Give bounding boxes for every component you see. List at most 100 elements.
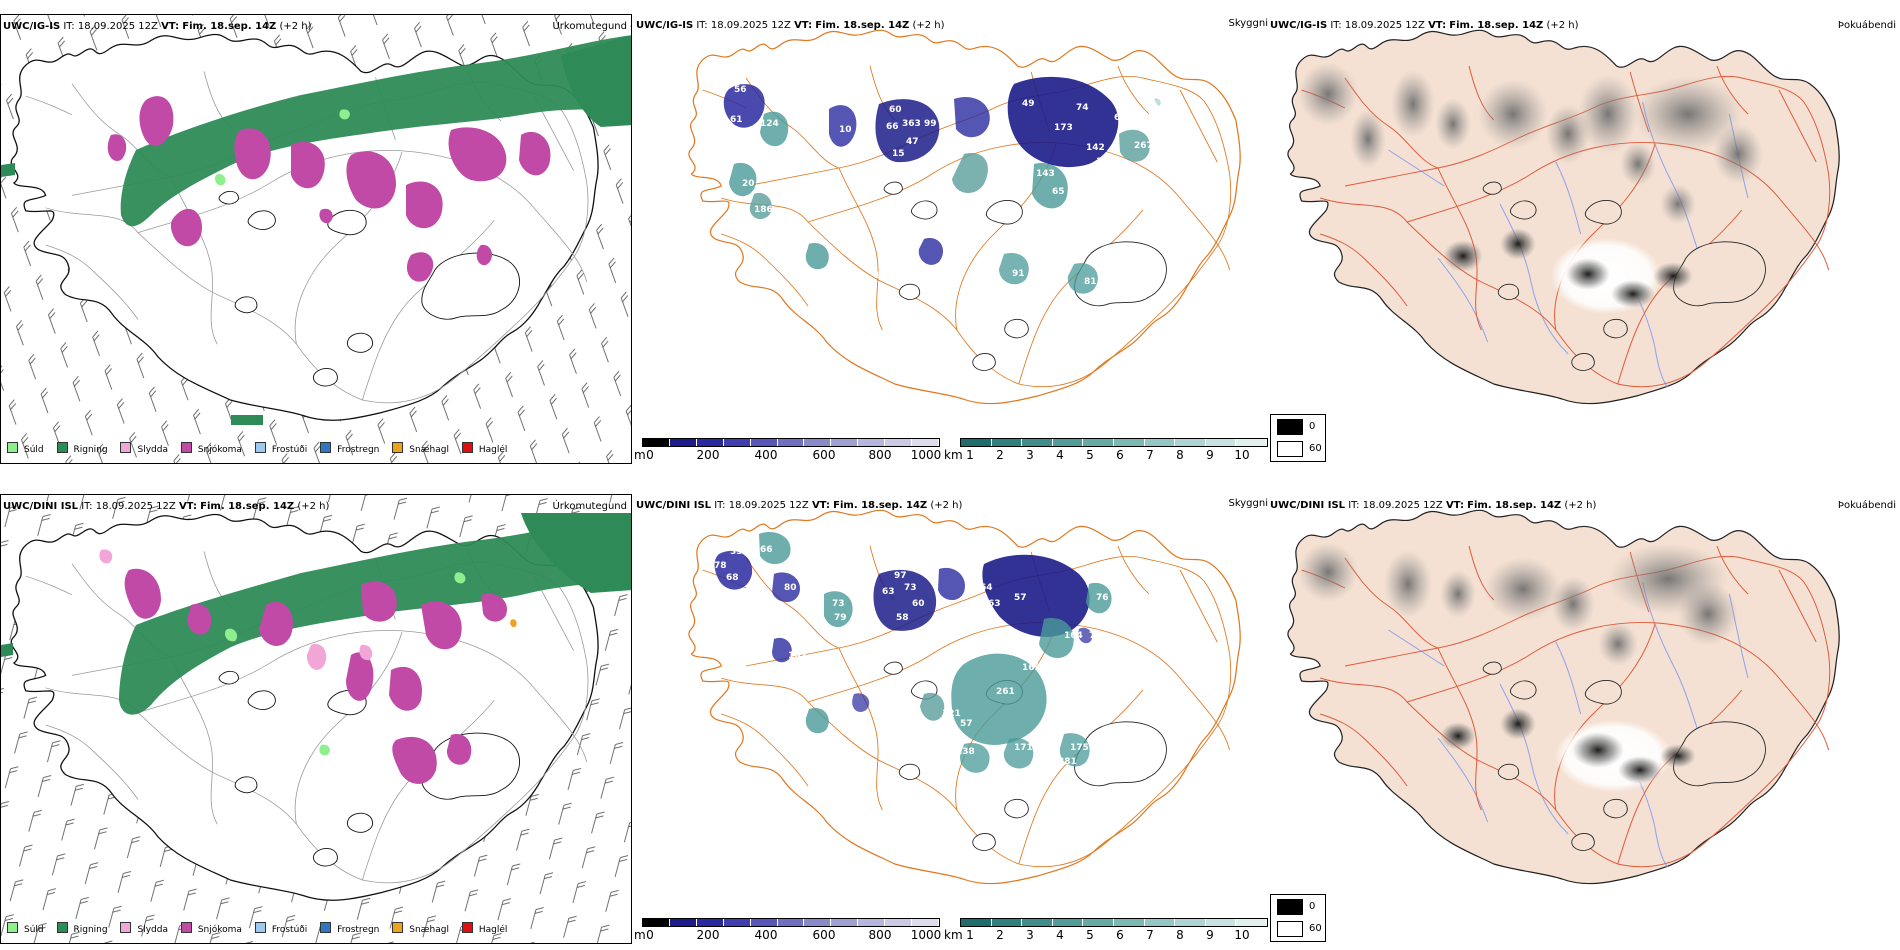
colorbar-step: [831, 439, 859, 446]
vt-value: Fim. 18.sep. 14Z: [182, 21, 277, 32]
colorbar-tick: 6: [1116, 928, 1124, 942]
precip-type-map: [1, 15, 631, 463]
colorbar-step: [1144, 439, 1176, 446]
colorbar-step: [1022, 919, 1053, 926]
colorbar-tick: 600: [812, 448, 836, 462]
panel-header: UWC/IG-IS IT: 18.09.2025 12Z VT: Fim. 18…: [636, 20, 945, 31]
map-value-label: 68: [726, 573, 739, 583]
colorbar-tick: 3: [1026, 928, 1034, 942]
legend-item-sleet: Slydda: [120, 922, 168, 935]
colorbar-step: [723, 919, 751, 926]
colorbar-step: [1175, 439, 1206, 446]
map-value-label: 79: [1089, 631, 1102, 641]
map-value-label: 186: [754, 205, 773, 215]
map-value-label: 10: [839, 125, 852, 135]
colorbar-tick: 400: [754, 928, 778, 942]
legend-item-rain: Rigning: [56, 922, 108, 935]
colorbar-step: [831, 919, 859, 926]
map-value-label: 121: [944, 247, 963, 257]
precip-type-map: [1, 495, 631, 943]
panel-title: Úrkomutegund: [552, 21, 627, 32]
it-value: 18.09.2025 12Z: [710, 20, 791, 31]
colorbar-tick: 5: [1086, 928, 1094, 942]
map-value-label: 65: [932, 95, 945, 105]
model-name: UWC/IG-IS: [1270, 20, 1328, 31]
legend-label: Haglél: [478, 925, 508, 935]
panel-title: Skyggni: [1228, 18, 1268, 29]
vt-value: Fim. 18.sep. 14Z: [815, 20, 910, 31]
fog-index-legend: 0 60: [1270, 894, 1326, 942]
colorbar-swatches: [960, 438, 1268, 447]
fog-index-panel-igis: UWC/IG-IS IT: 18.09.2025 12Z VT: Fim. 18…: [1268, 14, 1900, 464]
map-value-label: 267: [1134, 141, 1153, 151]
colorbar-tick: 7: [1146, 928, 1154, 942]
map-value-label: 84: [862, 125, 875, 135]
swatch: [320, 922, 332, 933]
map-value-label: 138: [956, 747, 975, 757]
colorbar-step: [991, 919, 1023, 926]
legend-item-sleet: Slydda: [120, 442, 168, 455]
colorbar-tick: 10: [1234, 448, 1250, 462]
map-value-label: 189: [1096, 157, 1115, 167]
colorbar-tick: 2: [996, 448, 1004, 462]
colorbar-step: [885, 439, 913, 446]
colorbar-tick: 2: [996, 928, 1004, 942]
offset: (+2 h): [912, 20, 945, 31]
colorbar-swatches: [642, 918, 940, 927]
it-label: IT:: [714, 500, 726, 511]
swatch: [461, 442, 473, 453]
fog-index-legend: 0 60: [1270, 414, 1326, 462]
map-value-label: 121: [942, 709, 961, 719]
visibility-map: 33 66 78 68 80 97 73 63 60 58 64 63 57 1…: [688, 509, 1241, 885]
legend-item-hail: Haglél: [461, 922, 508, 935]
legend-item-freezing-rain: Frostregn: [320, 442, 379, 455]
swatch: [254, 442, 266, 453]
panel-header: UWC/DINI ISL IT: 18.09.2025 12Z VT: Fim.…: [3, 501, 329, 512]
legend-item-freezing-drizzle: Frostúði: [254, 442, 307, 455]
swatch: [392, 922, 404, 933]
snow-areas: [124, 568, 507, 784]
cloud-base-labels: 33 66 78 68 80 97 73 63 60 58 64 63 57 1…: [714, 545, 1109, 767]
vt-value: Fim. 18.sep. 14Z: [1449, 20, 1544, 31]
panel-header: UWC/DINI ISL IT: 18.09.2025 12Z VT: Fim.…: [1270, 500, 1596, 511]
map-value-label: 64: [980, 583, 993, 593]
swatch: [461, 922, 473, 933]
model-name: UWC/IG-IS: [636, 20, 694, 31]
colorbar-tick: 8: [1176, 448, 1184, 462]
colorbar-step: [858, 919, 886, 926]
legend-item-graupel: Snæhagl: [392, 922, 449, 935]
legend-label: Slydda: [137, 445, 168, 455]
colorbar-tick: 1000: [910, 448, 942, 462]
swatch: [320, 442, 332, 453]
offset: (+2 h): [1564, 500, 1597, 511]
panel-title: Úrkomutegund: [552, 501, 627, 512]
map-value-label: 17: [752, 219, 765, 229]
colorbar-step: [1022, 439, 1053, 446]
map-value-label: 175: [1070, 743, 1089, 753]
map-value-label: 20: [742, 179, 755, 189]
fog-legend-label-high: 0: [1309, 901, 1316, 912]
colorbar-step: [1052, 439, 1084, 446]
map-value-label: 171: [1014, 743, 1033, 753]
swatch: [120, 922, 132, 933]
legend-item-drizzle: Súld: [7, 442, 44, 455]
visibility-colorbar: km 1 2 3 4 5 6 7 8 9 10: [944, 436, 1270, 462]
colorbar-step: [1144, 919, 1176, 926]
precip-legend: Súld Rigning Slydda Snjókoma Frostúði Fr…: [7, 442, 517, 455]
colorbar-unit: km: [944, 928, 963, 942]
legend-label: Snjókoma: [197, 445, 242, 455]
colorbar-tick: 1: [966, 928, 974, 942]
map-value-label: 173: [1054, 123, 1073, 133]
map-value-label: 58: [896, 613, 909, 623]
colorbar-step: [991, 439, 1023, 446]
fog-legend-label-low: 60: [1309, 443, 1322, 454]
colorbar-tick: 5: [1086, 448, 1094, 462]
visibility-panel-dini: 33 66 78 68 80 97 73 63 60 58 64 63 57 1…: [634, 494, 1270, 944]
panel-title: Skyggni: [1228, 498, 1268, 509]
fog-legend-label-low: 60: [1309, 923, 1322, 934]
map-value-label: 49: [1022, 99, 1035, 109]
map-value-label: 131: [874, 271, 893, 281]
colorbar-step: [696, 919, 724, 926]
map-value-label: 74: [1076, 103, 1089, 113]
colorbar-tick: 3: [1026, 448, 1034, 462]
